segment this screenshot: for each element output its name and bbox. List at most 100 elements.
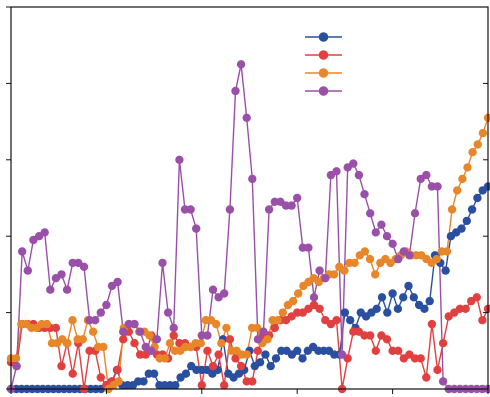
series-2-point-22 (130, 339, 139, 348)
series-4-point-22 (130, 319, 139, 329)
series-1-point-25 (139, 377, 148, 386)
series-4-point-19 (113, 277, 122, 287)
series-3-point-65 (340, 266, 349, 275)
legend-marker-1 (318, 32, 329, 42)
series-3-point-67 (350, 258, 359, 268)
series-3-point-18 (99, 342, 108, 352)
series-2-point-64 (366, 331, 375, 340)
series-4-point-42 (242, 113, 251, 123)
series-4-point-43 (248, 174, 257, 184)
series-2-point-75 (427, 319, 437, 329)
series-1-point-48 (261, 350, 270, 359)
series-2-point-39 (225, 335, 235, 344)
legend-marker-4 (318, 86, 329, 96)
legend-marker-2 (318, 50, 329, 60)
series-2-point-38 (220, 381, 229, 390)
series-2-point-85 (483, 304, 490, 313)
series-4-point-27 (158, 258, 167, 268)
series-4-point-67 (382, 232, 392, 241)
series-2-point-44 (253, 346, 263, 355)
series-4-point-54 (309, 293, 319, 302)
series-2-point-37 (214, 350, 223, 359)
series-4-point-46 (264, 205, 274, 214)
series-4-point-61 (349, 159, 358, 168)
series-2-point-84 (478, 316, 487, 325)
series-4-point-1 (12, 361, 21, 371)
series-4-point-65 (371, 228, 380, 237)
series-1-point-54 (293, 346, 302, 355)
series-2-point-73 (416, 354, 425, 363)
series-4-point-58 (332, 167, 341, 176)
series-2-point-11 (68, 369, 77, 378)
series-1-point-49 (266, 361, 275, 371)
series-3-point-92 (478, 128, 488, 138)
series-2-point-77 (438, 339, 448, 348)
series-4-point-35 (203, 331, 212, 340)
series-3-point-70 (365, 254, 375, 264)
series-3-point-50 (263, 335, 272, 344)
series-2-point-9 (57, 361, 66, 371)
series-2-point-83 (472, 293, 481, 302)
series-3-point-37 (196, 339, 205, 348)
series-4-point-38 (220, 289, 229, 298)
series-4-point-23 (135, 327, 145, 336)
series-4-point-13 (79, 262, 89, 271)
series-4-point-66 (377, 220, 386, 229)
series-2-point-34 (197, 381, 206, 390)
series-4-point-53 (304, 243, 313, 252)
series-1-point-73 (393, 304, 403, 313)
series-2-point-29 (169, 331, 178, 340)
series-3-point-93 (483, 113, 490, 122)
series-1-point-33 (181, 369, 191, 378)
series-4-point-28 (163, 308, 173, 317)
series-4-point-40 (231, 86, 240, 96)
series-3-point-40 (212, 319, 221, 329)
series-1-point-69 (372, 304, 381, 313)
legend-marker-3 (318, 68, 329, 78)
series-1-point-78 (420, 304, 429, 313)
series-4-point-16 (96, 308, 106, 317)
series-2-point-65 (371, 346, 380, 355)
series-2-point-67 (382, 335, 392, 344)
series-1-point-72 (388, 289, 397, 298)
series-1-point-85 (457, 224, 466, 233)
series-4-point-17 (102, 300, 111, 310)
series-4-point-39 (225, 205, 235, 214)
series-4-point-10 (62, 285, 72, 294)
series-4-point-69 (394, 254, 403, 264)
series-2-point-47 (270, 323, 279, 333)
series-1-point-75 (404, 281, 413, 291)
series-4-point-29 (169, 323, 178, 333)
series-2-point-40 (231, 354, 240, 363)
series-3-point-71 (371, 270, 380, 279)
series-3-point-85 (442, 247, 452, 256)
series-3-point-88 (458, 174, 467, 184)
series-2-point-41 (236, 361, 246, 371)
series-1-point-27 (149, 369, 159, 378)
series-3-point-14 (78, 335, 88, 344)
series-4-point-77 (438, 377, 448, 386)
series-1-point-47 (255, 358, 265, 367)
series-3-point-63 (329, 270, 339, 279)
series-2-point-36 (208, 361, 218, 371)
series-1-point-55 (298, 354, 307, 363)
series-2-point-35 (203, 346, 212, 355)
series-3-point-52 (273, 316, 282, 325)
series-4-point-51 (293, 193, 302, 203)
series-1-point-63 (340, 308, 350, 317)
series-2-point-8 (51, 323, 61, 333)
series-2-point-43 (248, 377, 257, 386)
plot-frame (10, 6, 489, 390)
series-3-point-41 (217, 339, 226, 348)
series-4-point-68 (388, 239, 397, 248)
series-4-point-41 (236, 60, 246, 69)
series-4-point-76 (433, 182, 442, 191)
series-1-point-86 (462, 216, 471, 226)
series-3-point-21 (114, 377, 123, 386)
series-4-point-71 (405, 251, 414, 260)
series-3-point-42 (222, 323, 231, 333)
series-4-point-63 (360, 190, 369, 199)
series-4-point-33 (192, 224, 201, 233)
series-3-point-91 (473, 140, 482, 149)
